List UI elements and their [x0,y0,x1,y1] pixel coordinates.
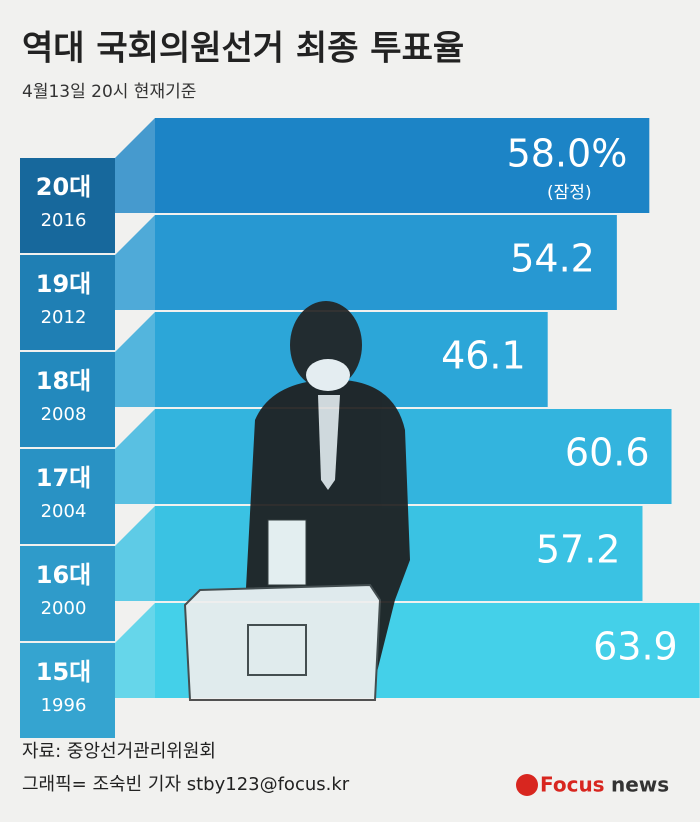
bar-step [115,312,155,407]
chart-subtitle: 4월13일 20시 현재기준 [22,82,196,102]
bar [155,215,617,310]
category-label: 18대 [36,367,91,395]
source: 자료: 중앙선거관리위원회 [22,741,216,762]
bars: 20대 2016 58.0% 19대 2012 54.2 18대 2008 46.1 17대 200… [20,118,700,738]
value-label: 46.1 [441,334,526,378]
year-label: 1996 [41,695,87,716]
bar-step [115,603,155,698]
year-label: 2000 [41,598,87,619]
annotation: (잠정) [547,183,592,203]
bar [155,409,672,504]
year-label: 2016 [41,210,87,231]
category-label: 16대 [36,561,91,589]
label-box [20,643,115,738]
value-label: 63.9 [593,625,678,669]
value-label: 57.2 [536,528,621,572]
category-label: 17대 [36,464,91,492]
chart-title: 역대 국회의원선거 최종 투표율 [22,29,464,69]
label-box [20,449,115,544]
value-label: 60.6 [565,431,650,475]
credit: 그래픽= 조숙빈 기자 stby123@focus.kr [22,774,350,795]
category-label: 20대 [36,173,91,201]
label-box [20,158,115,253]
logo-mark [516,774,538,796]
bar-step [115,215,155,310]
value-label: 58.0% [507,132,628,176]
label-box [20,546,115,641]
bar-step [115,409,155,504]
voter-illustration [183,301,410,701]
category-label: 15대 [36,658,91,686]
value-label: 54.2 [510,237,595,281]
label-box [20,352,115,447]
year-label: 2012 [41,307,87,328]
logo-focus: Focus [540,773,605,797]
bar-step [115,118,155,213]
bar-step [115,506,155,601]
category-label: 19대 [36,270,91,298]
year-label: 2004 [41,501,87,522]
label-box [20,255,115,350]
year-label: 2008 [41,404,87,425]
logo-news: news [611,773,669,797]
bar [155,118,650,213]
